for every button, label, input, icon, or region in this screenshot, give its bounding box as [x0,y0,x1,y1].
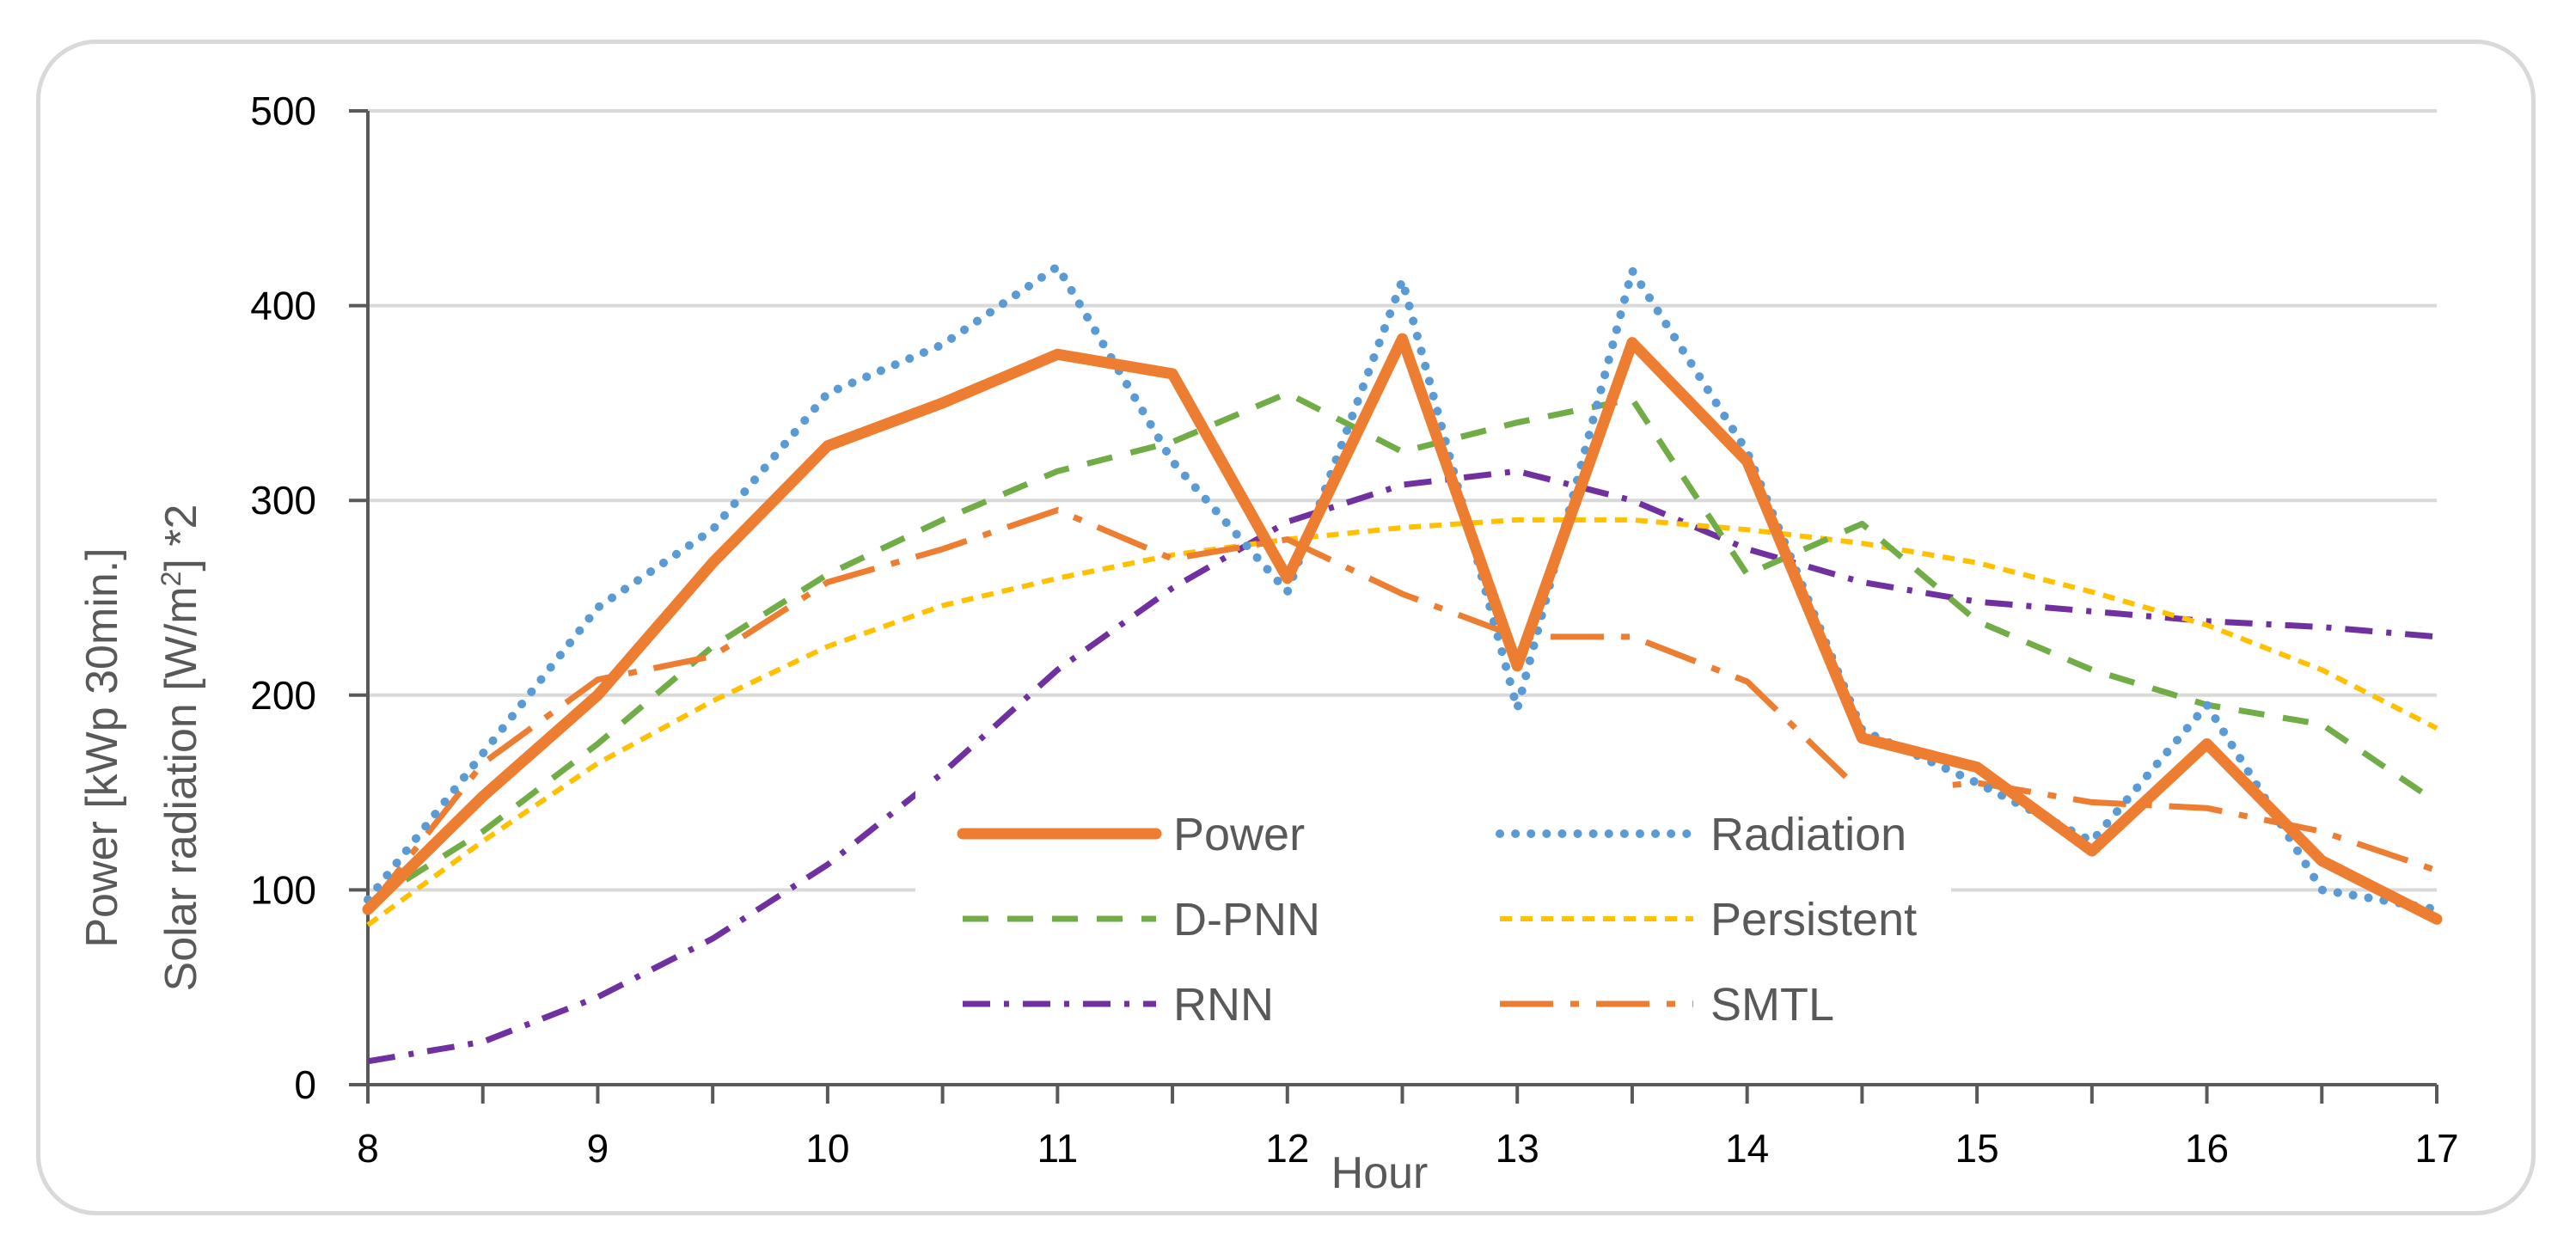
series-layer [362,262,2443,1065]
x-tick-label-9: 9 [587,1126,609,1171]
series-line-power [362,333,2443,925]
y-tick-label-100: 100 [250,867,316,912]
legend-label-d-pnn: D-PNN [1173,894,1320,945]
y-axis-title-line1-group: Power [kWp 30min.] [77,547,127,947]
legend-label-radiation: Radiation [1710,809,1906,860]
legend-label-rnn: RNN [1173,979,1274,1031]
x-tick-label-14: 14 [1725,1126,1769,1171]
y-tick-label-400: 400 [250,284,316,328]
legend-background [915,782,1951,1040]
x-tick-label-12: 12 [1265,1126,1309,1171]
x-tick-label-15: 15 [1955,1126,1999,1171]
legend-label-persistent: Persistent [1710,894,1917,945]
y-tick-label-200: 200 [250,673,316,718]
y-tick-label-0: 0 [294,1062,316,1107]
x-tick-label-13: 13 [1496,1126,1539,1171]
tick-labels: 0 100 200 300 400 500 8 9 10 11 12 13 14 15 16 17 [250,89,2458,1171]
series-line-persistent [366,517,2438,927]
x-tick-label-11: 11 [1037,1126,1078,1171]
series-line-smtl [365,507,2438,912]
x-tick-label-16: 16 [2185,1126,2229,1171]
y-axis-title-line1: Power [kWp 30min.] [77,547,127,947]
x-tick-label-10: 10 [805,1126,849,1171]
x-tick-label-17: 17 [2414,1126,2458,1171]
y-axis-title-line2-group: Solar radiation [W/m2] *2 [156,505,206,992]
legend: Power Radiation D-PNN Persistent RNN SMTL [957,809,1917,1031]
y-axis-title-line2-suffix: ] *2 [156,505,206,572]
legend-label-power: Power [1173,809,1305,860]
x-axis-title: Hour [1331,1148,1429,1198]
y-axis-title-line2-prefix: Solar radiation [W/m [156,586,206,991]
y-axis-title-line2-superscript: 2 [156,572,187,587]
gridlines [368,109,2437,892]
series-line-rnn [367,468,2438,1065]
y-axis-title-line2: Solar radiation [W/m2] *2 [156,505,206,992]
y-tick-label-300: 300 [250,478,316,523]
legend-label-smtl: SMTL [1710,979,1834,1031]
series-line-radiation [364,262,2441,915]
y-tick-label-500: 500 [250,89,316,133]
x-tick-label-8: 8 [357,1126,379,1171]
